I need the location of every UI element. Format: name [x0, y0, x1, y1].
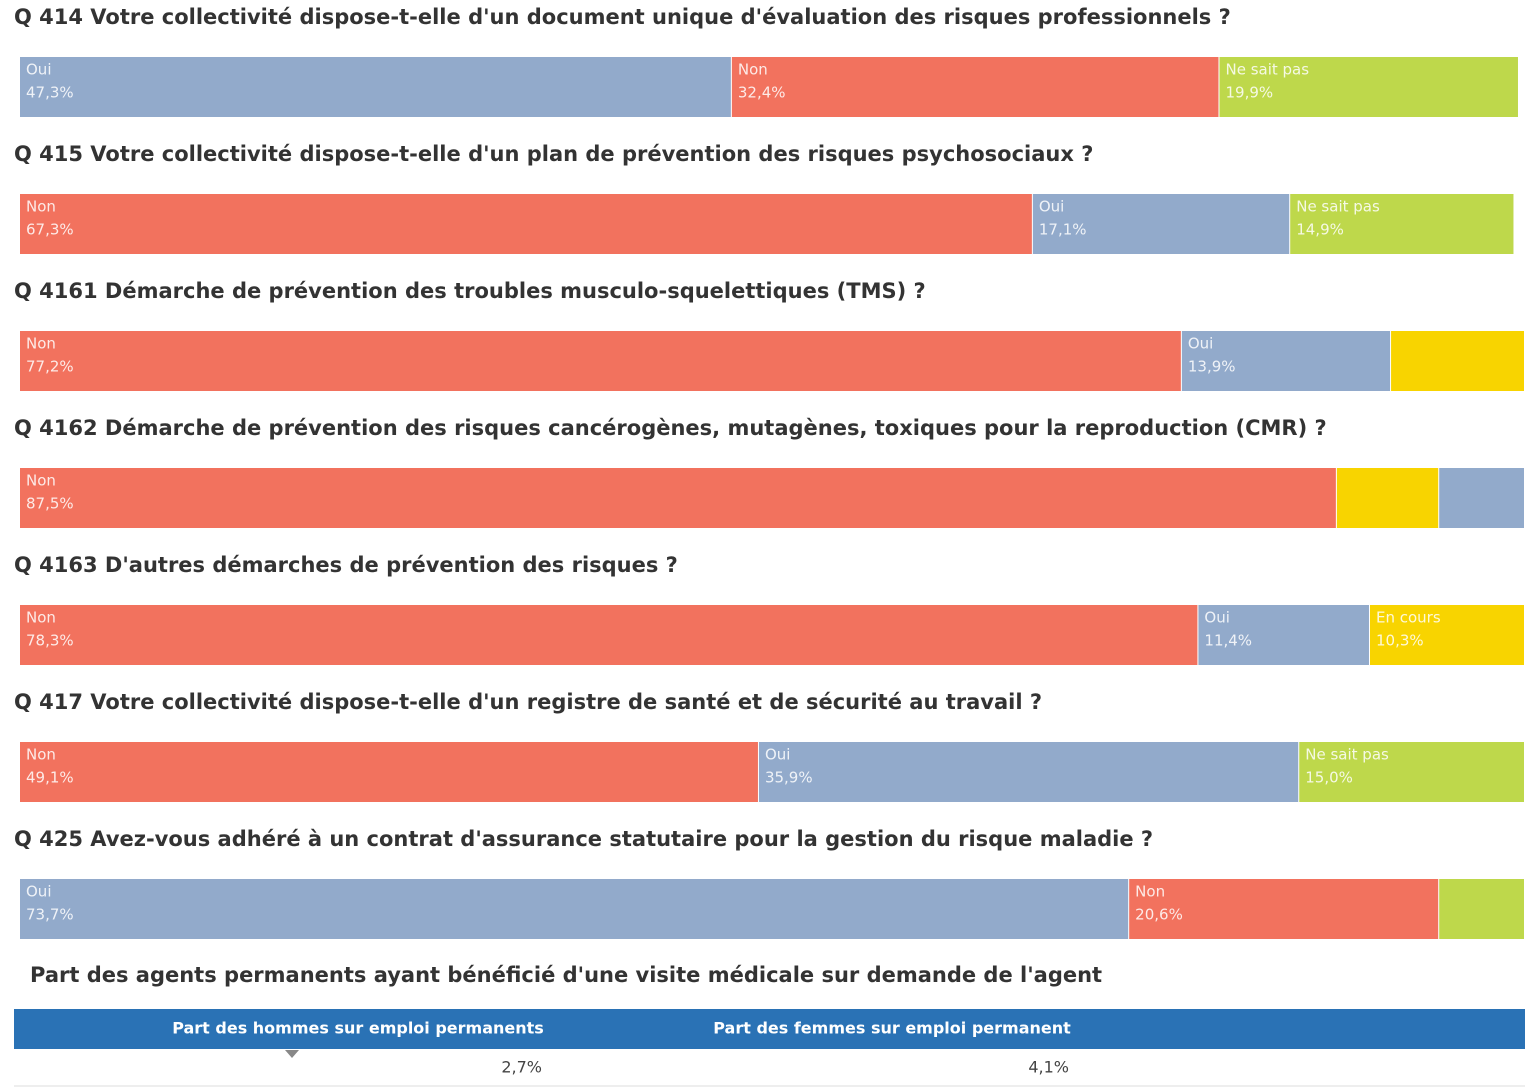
bar-segment [1336, 468, 1439, 528]
bar-segment [1439, 879, 1524, 939]
bar-segment [1369, 605, 1524, 665]
bar-segment [20, 194, 1032, 254]
chart-title: Q 4162 Démarche de prévention des risque… [14, 416, 1327, 440]
segment-value: 73,7% [26, 906, 74, 924]
column-header: Part des femmes sur emploi permanent [713, 1019, 1071, 1038]
segment-name: En cours [1376, 609, 1441, 627]
bar-segment [1439, 468, 1524, 528]
bar-segment [731, 57, 1219, 117]
segment-name: Oui [26, 883, 51, 901]
segment-name: Oui [1039, 198, 1064, 216]
column-header: Part des hommes sur emploi permanents [172, 1019, 544, 1038]
segment-name: Non [26, 335, 56, 353]
segment-name: Non [738, 61, 768, 79]
chart-title: Q 417 Votre collectivité dispose-t-elle … [14, 690, 1042, 714]
bar-segment [1181, 331, 1391, 391]
segment-name: Non [26, 198, 56, 216]
table-cell: 2,7% [501, 1058, 542, 1077]
segment-value: 10,3% [1376, 632, 1424, 650]
segment-value: 78,3% [26, 632, 74, 650]
segment-value: 87,5% [26, 495, 74, 513]
bar-segment [1219, 57, 1518, 117]
segment-name: Non [1135, 883, 1165, 901]
segment-value: 47,3% [26, 84, 74, 102]
bar-segment [1299, 742, 1524, 802]
bar-segment [20, 605, 1198, 665]
bar-segment [20, 57, 731, 117]
segment-value: 11,4% [1204, 632, 1252, 650]
chart-title: Q 4161 Démarche de prévention des troubl… [14, 279, 926, 303]
segment-name: Oui [1204, 609, 1229, 627]
bar-segment [1032, 194, 1290, 254]
table-cell: 4,1% [1028, 1058, 1069, 1077]
bar-segment [20, 468, 1336, 528]
bar-segment [1129, 879, 1439, 939]
bar-segment [20, 742, 758, 802]
chart-title: Q 425 Avez-vous adhéré à un contrat d'as… [14, 827, 1153, 851]
segment-value: 17,1% [1039, 221, 1087, 239]
bar-segment [20, 331, 1181, 391]
segment-value: 49,1% [26, 769, 74, 787]
segment-name: Ne sait pas [1296, 198, 1380, 216]
segment-value: 15,0% [1305, 769, 1353, 787]
chart-title: Q 415 Votre collectivité dispose-t-elle … [14, 142, 1093, 166]
segment-name: Oui [26, 61, 51, 79]
segment-name: Non [26, 746, 56, 764]
sort-indicator [285, 1050, 299, 1058]
segment-value: 77,2% [26, 358, 74, 376]
table-header [14, 1009, 1525, 1049]
bar-segment [758, 742, 1299, 802]
segment-value: 13,9% [1188, 358, 1236, 376]
segment-value: 20,6% [1135, 906, 1183, 924]
table-title: Part des agents permanents ayant bénéfic… [30, 963, 1102, 987]
segment-value: 19,9% [1225, 84, 1273, 102]
chart-title: Q 4163 D'autres démarches de prévention … [14, 553, 678, 577]
segment-name: Oui [765, 746, 790, 764]
segment-name: Oui [1188, 335, 1213, 353]
bar-segment [20, 879, 1129, 939]
bar-segment [1290, 194, 1514, 254]
segment-value: 32,4% [738, 84, 786, 102]
segment-value: 14,9% [1296, 221, 1344, 239]
bar-segment [1198, 605, 1369, 665]
bar-segment [1391, 331, 1524, 391]
segment-name: Non [26, 609, 56, 627]
segment-name: Ne sait pas [1305, 746, 1389, 764]
segment-value: 35,9% [765, 769, 813, 787]
chart-title: Q 414 Votre collectivité dispose-t-elle … [14, 5, 1231, 29]
segment-name: Ne sait pas [1225, 61, 1309, 79]
segment-value: 67,3% [26, 221, 74, 239]
segment-name: Non [26, 472, 56, 490]
